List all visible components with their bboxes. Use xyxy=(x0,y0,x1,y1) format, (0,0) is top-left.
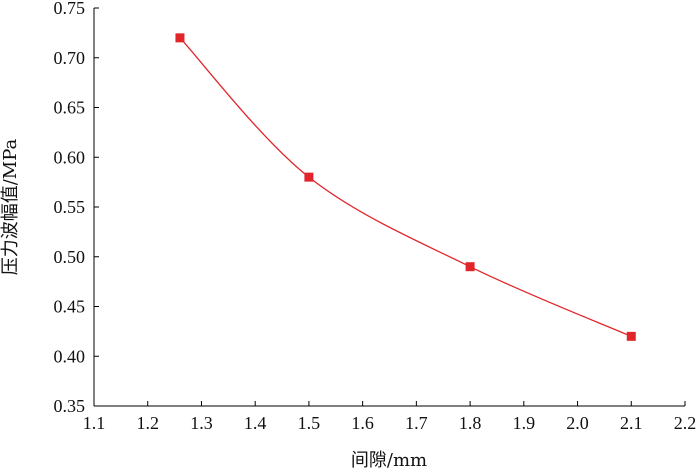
y-tick-label: 0.35 xyxy=(54,396,86,416)
y-tick-label: 0.45 xyxy=(54,297,86,317)
x-tick-label: 2.2 xyxy=(674,413,697,433)
chart-axes xyxy=(93,8,685,407)
x-tick-label: 2.0 xyxy=(566,413,589,433)
x-tick-label: 1.9 xyxy=(513,413,536,433)
y-tick-label: 0.60 xyxy=(54,147,86,167)
x-tick-label: 1.4 xyxy=(244,413,267,433)
x-tick-label: 2.1 xyxy=(620,413,643,433)
x-tick-label: 1.1 xyxy=(83,413,106,433)
y-tick-label: 0.65 xyxy=(54,98,86,118)
data-point-marker xyxy=(175,33,185,43)
data-point-marker xyxy=(626,331,636,341)
y-tick-label: 0.50 xyxy=(54,247,86,267)
y-tick-label: 0.55 xyxy=(54,197,86,217)
x-tick-label: 1.8 xyxy=(459,413,482,433)
data-point-marker xyxy=(304,172,314,182)
y-axis-title: 压力波幅值/MPa xyxy=(0,138,21,275)
data-point-marker xyxy=(465,262,475,272)
y-tick-label: 0.75 xyxy=(54,0,86,18)
x-tick-label: 1.7 xyxy=(405,413,428,433)
y-axis-ticks: 0.35 0.40 0.45 0.50 0.55 0.60 0.65 0.70 0.75 xyxy=(54,0,99,416)
x-tick-label: 1.6 xyxy=(351,413,374,433)
x-tick-label: 1.3 xyxy=(190,413,213,433)
y-tick-label: 0.40 xyxy=(54,346,86,366)
x-axis-title: 间隙/mm xyxy=(351,450,427,471)
x-tick-label: 1.5 xyxy=(298,413,321,433)
y-tick-label: 0.70 xyxy=(54,48,86,68)
series-line xyxy=(179,37,632,337)
x-tick-label: 1.2 xyxy=(136,413,159,433)
x-axis-ticks: 1.1 1.2 1.3 1.4 1.5 1.6 1.7 1.8 1.9 2.0 2.1 2.2 xyxy=(83,401,697,433)
plot-area xyxy=(175,33,636,341)
